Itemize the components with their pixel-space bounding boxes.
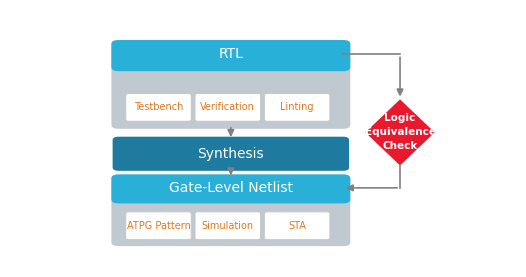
FancyBboxPatch shape bbox=[126, 212, 191, 240]
FancyBboxPatch shape bbox=[113, 137, 349, 171]
Text: Linting: Linting bbox=[280, 102, 314, 112]
FancyBboxPatch shape bbox=[195, 212, 260, 240]
Bar bbox=[119, 56, 343, 67]
FancyBboxPatch shape bbox=[126, 93, 191, 121]
Text: Logic
Equivalence
Check: Logic Equivalence Check bbox=[365, 113, 436, 152]
Text: Synthesis: Synthesis bbox=[198, 147, 264, 161]
FancyBboxPatch shape bbox=[112, 40, 350, 129]
Bar bbox=[119, 189, 343, 200]
Text: Verification: Verification bbox=[200, 102, 255, 112]
Text: Testbench: Testbench bbox=[134, 102, 183, 112]
FancyBboxPatch shape bbox=[112, 40, 350, 71]
FancyBboxPatch shape bbox=[112, 175, 350, 246]
Text: Simulation: Simulation bbox=[202, 221, 254, 231]
Text: STA: STA bbox=[288, 221, 306, 231]
FancyBboxPatch shape bbox=[112, 175, 350, 203]
FancyBboxPatch shape bbox=[264, 212, 330, 240]
Text: RTL: RTL bbox=[218, 47, 244, 61]
Polygon shape bbox=[366, 99, 434, 165]
Text: Gate-Level Netlist: Gate-Level Netlist bbox=[169, 181, 293, 195]
FancyBboxPatch shape bbox=[264, 93, 330, 121]
Text: ATPG Pattern: ATPG Pattern bbox=[127, 221, 190, 231]
FancyBboxPatch shape bbox=[195, 93, 260, 121]
